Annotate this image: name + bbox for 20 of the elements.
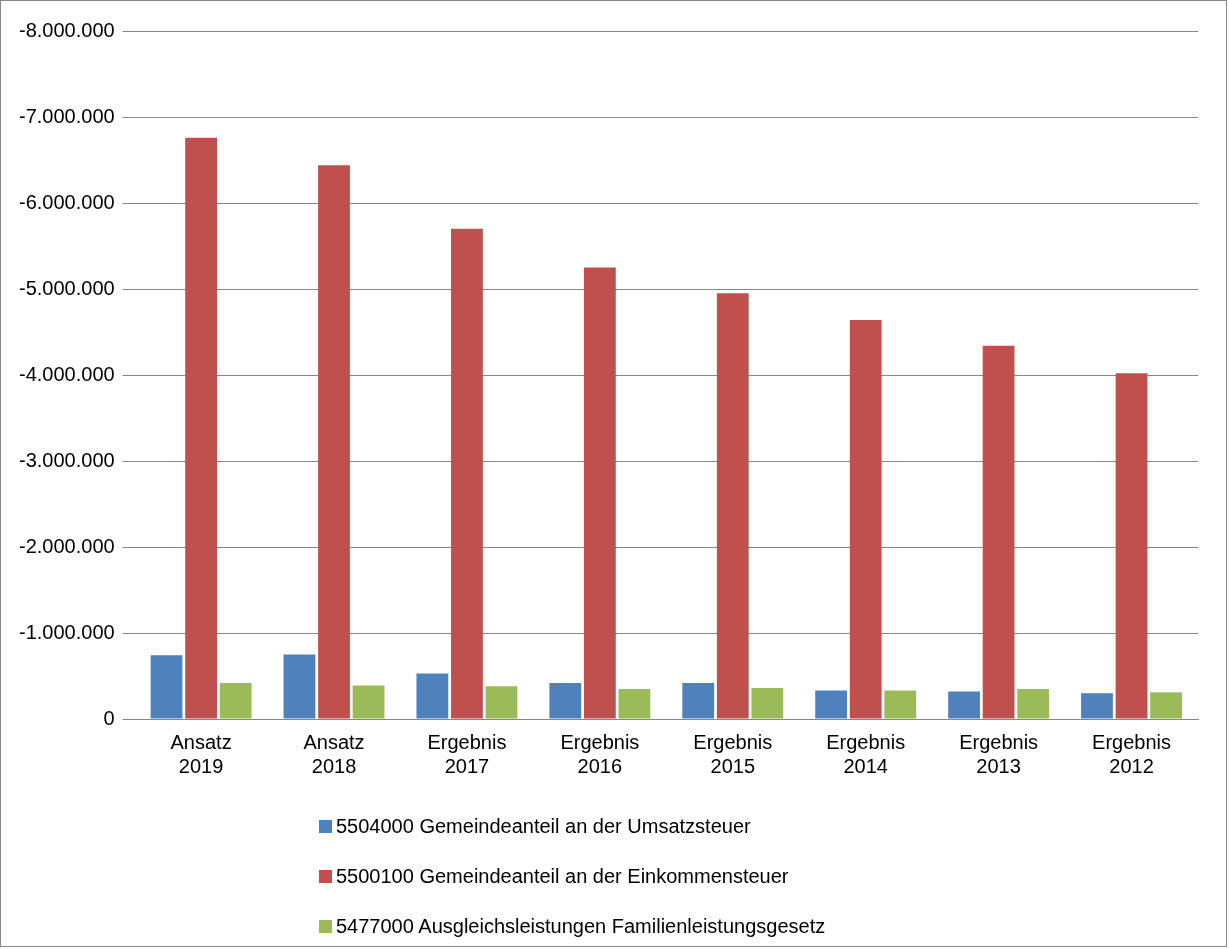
y-tick-label: -5.000.000 bbox=[18, 276, 115, 299]
y-tick-label: -6.000.000 bbox=[18, 190, 115, 213]
y-tick-label: -1.000.000 bbox=[18, 620, 115, 643]
y-tick-label: -3.000.000 bbox=[18, 448, 115, 471]
y-tick-label: -8.000.000 bbox=[18, 18, 115, 41]
x-tick-label: Ergebnis 2012 bbox=[1092, 730, 1172, 777]
x-tick-label: Ergebnis 2015 bbox=[693, 730, 773, 777]
x-tick-label: Ergebnis 2017 bbox=[427, 730, 507, 777]
x-tick-label: Ergebnis 2016 bbox=[560, 730, 640, 777]
x-tick-label: Ansatz 2018 bbox=[303, 730, 365, 777]
legend-label: 5477000 Ausgleichsleistungen Familienleistungsgesetz bbox=[336, 914, 826, 938]
y-tick-label: -4.000.000 bbox=[18, 362, 115, 385]
x-tick-label: Ergebnis 2014 bbox=[826, 730, 906, 777]
x-tick-label: Ergebnis 2013 bbox=[959, 730, 1039, 777]
x-tick-label: Ansatz 2019 bbox=[170, 730, 232, 777]
y-tick-label: -2.000.000 bbox=[18, 534, 115, 557]
legend-label: 5500100 Gemeindeanteil an der Einkommensteuer bbox=[336, 864, 789, 888]
y-tick-label: -7.000.000 bbox=[18, 104, 115, 127]
legend-label: 5504000 Gemeindeanteil an der Umsatzsteuer bbox=[336, 814, 751, 838]
y-tick-label: 0 bbox=[103, 706, 115, 729]
